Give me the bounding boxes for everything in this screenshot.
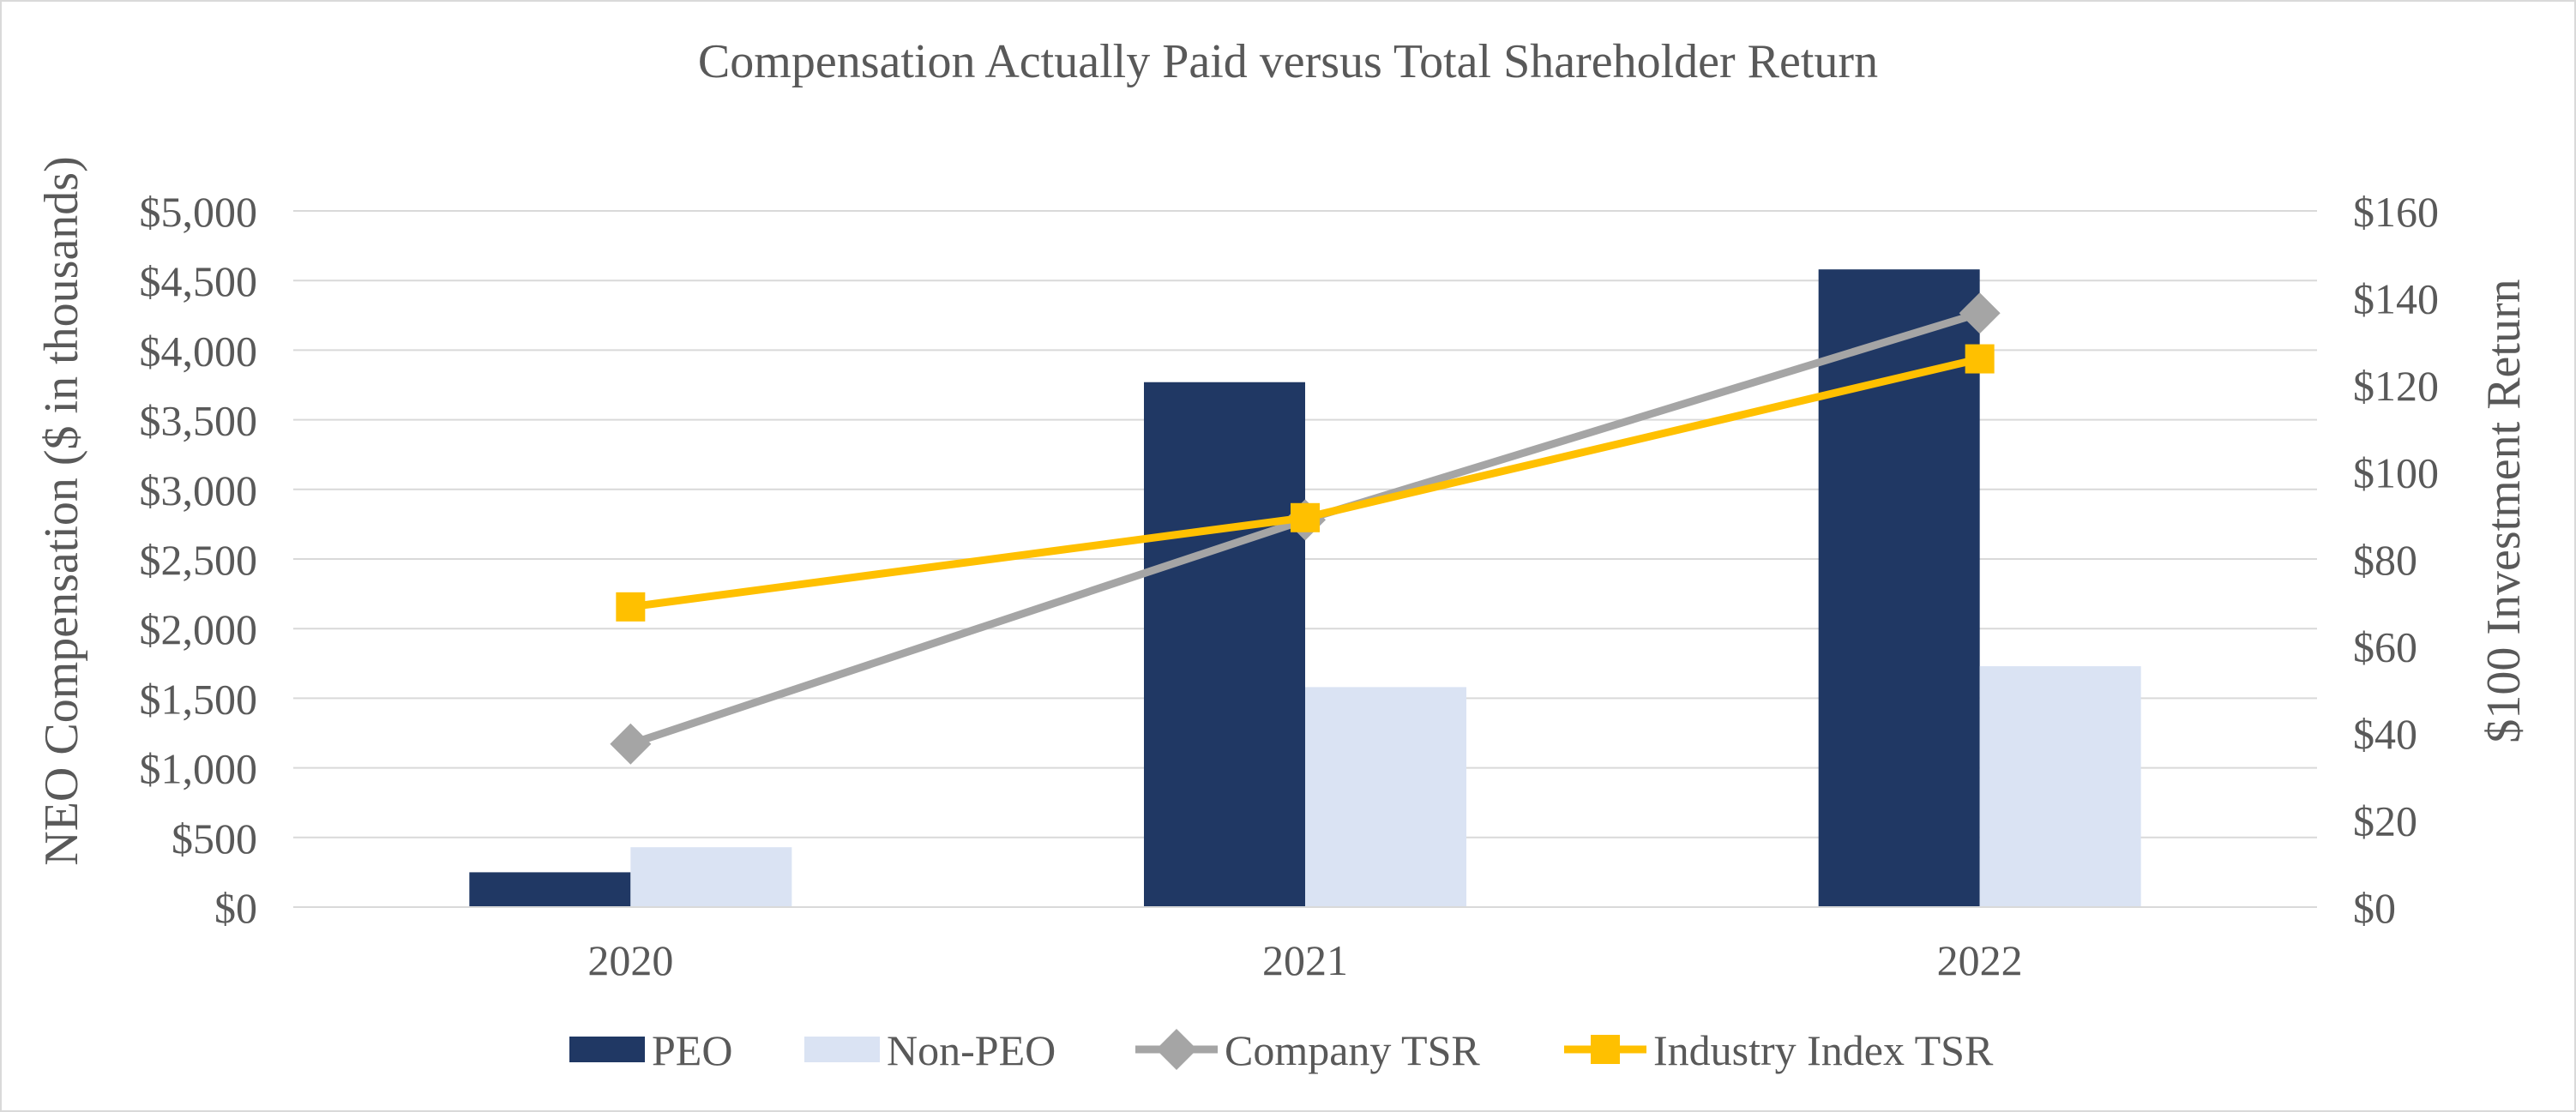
y-tick-label-right: $40 xyxy=(2353,710,2417,758)
marker-industry-index-tsr xyxy=(1965,344,1995,374)
bar-peo xyxy=(469,872,631,907)
y-tick-label-right: $0 xyxy=(2353,884,2396,932)
y-tick-label-left: $4,500 xyxy=(140,257,258,305)
y-tick-label-right: $120 xyxy=(2353,362,2439,410)
y-axis-right-label: $100 Investment Return xyxy=(2477,279,2531,742)
bar-non-peo xyxy=(630,847,792,907)
y-tick-label-left: $4,000 xyxy=(140,327,258,375)
marker-company-tsr xyxy=(610,723,652,765)
marker-industry-index-tsr xyxy=(616,592,646,622)
legend-swatch-peo xyxy=(569,1037,645,1062)
bars xyxy=(469,269,2141,907)
legend-label-non-peo: Non-PEO xyxy=(887,1026,1056,1074)
y-tick-label-left: $500 xyxy=(172,814,257,863)
y-tick-label-left: $0 xyxy=(214,884,257,932)
marker-industry-index-tsr xyxy=(1291,502,1320,532)
x-tick-label: 2020 xyxy=(587,936,673,984)
bar-peo xyxy=(1144,382,1305,907)
y-tick-label-left: $2,000 xyxy=(140,605,258,653)
bar-non-peo xyxy=(1305,687,1466,907)
bar-non-peo xyxy=(1979,666,2141,907)
y-tick-label-right: $60 xyxy=(2353,623,2417,671)
legend-marker-company-tsr xyxy=(1156,1029,1197,1070)
y-tick-label-right: $140 xyxy=(2353,275,2439,323)
x-tick-label: 2021 xyxy=(1262,936,1348,984)
y-tick-label-right: $20 xyxy=(2353,797,2417,845)
chart-title: Compensation Actually Paid versus Total … xyxy=(698,35,1878,88)
y-axis-left-label: NEO Compensation ($ in thousands) xyxy=(35,156,88,865)
y-tick-label-right: $160 xyxy=(2353,188,2439,236)
lines xyxy=(610,292,2001,765)
y-tick-label-right: $80 xyxy=(2353,536,2417,584)
legend-label-industry-index-tsr: Industry Index TSR xyxy=(1653,1026,1994,1074)
y-tick-label-right: $100 xyxy=(2353,449,2439,497)
y-tick-label-left: $5,000 xyxy=(140,188,258,236)
y-tick-label-left: $1,000 xyxy=(140,745,258,793)
legend-label-company-tsr: Company TSR xyxy=(1225,1026,1480,1074)
legend: PEO Non-PEO Company TSR Industry Index TSR xyxy=(569,1026,1994,1074)
axes: $0 $500 $1,000 $1,500 $2,000 $2,500 $3,000 $3,5… xyxy=(140,188,2440,984)
x-tick-label: 2022 xyxy=(1937,936,2023,984)
legend-swatch-non-peo xyxy=(804,1037,880,1062)
y-tick-label-left: $3,500 xyxy=(140,397,258,445)
legend-marker-industry-index-tsr xyxy=(1591,1035,1620,1064)
y-tick-label-left: $1,500 xyxy=(140,675,258,723)
marker-company-tsr xyxy=(1959,292,2001,334)
y-tick-label-left: $3,000 xyxy=(140,466,258,514)
y-tick-label-left: $2,500 xyxy=(140,536,258,584)
legend-label-peo: PEO xyxy=(652,1026,732,1074)
